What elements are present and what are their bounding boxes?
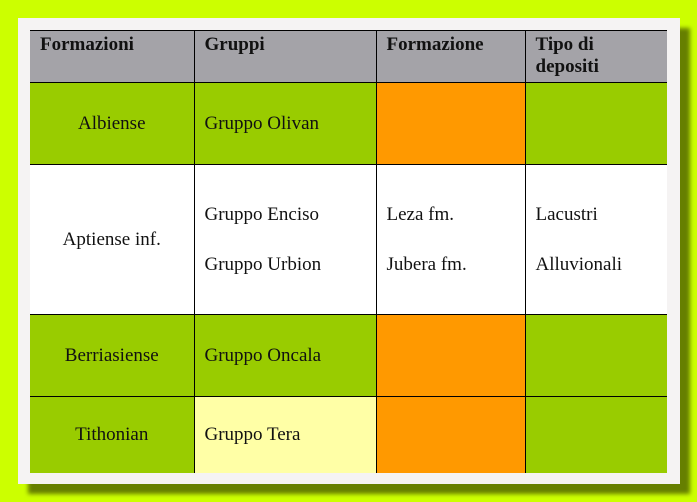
table-row: Berriasiense Gruppo Oncala (30, 314, 667, 397)
cell-depositi: Lacustri Alluvionali (524, 164, 667, 315)
cell-formazioni: Tithonian (30, 396, 195, 473)
cell-formazioni: Albiense (30, 82, 195, 165)
deposito: Alluvionali (535, 254, 623, 275)
table-row: Tithonian Gruppo Tera (30, 396, 667, 473)
cell-formazioni: Berriasiense (30, 314, 195, 397)
header-formazioni: Formazioni (30, 30, 195, 83)
cell-formazioni: Aptiense inf. (30, 164, 195, 315)
header-gruppi: Gruppi (193, 30, 377, 83)
cell-depositi (524, 82, 667, 165)
table-row: Albiense Gruppo Olivan (30, 82, 667, 165)
cell-depositi (524, 396, 667, 473)
cell-depositi (524, 314, 667, 397)
formations-table: Formazioni Gruppi Formazione Tipo di dep… (30, 30, 667, 473)
cell-formazione (375, 314, 526, 397)
deposito: Lacustri (535, 204, 598, 225)
cell-gruppi: Gruppo Tera (193, 396, 377, 473)
gruppo: Gruppo Urbion (204, 254, 322, 275)
cell-gruppi: Gruppo Oncala (193, 314, 377, 397)
header-depositi: Tipo di depositi (524, 30, 667, 83)
header-formazione: Formazione (375, 30, 526, 83)
cell-gruppi: Gruppo Enciso Gruppo Urbion (193, 164, 377, 315)
formazione: Leza fm. (386, 204, 455, 225)
formazione: Jubera fm. (386, 254, 467, 275)
cell-formazione (375, 82, 526, 165)
gruppo: Gruppo Enciso (204, 204, 320, 225)
cell-formazione (375, 396, 526, 473)
cell-formazione: Leza fm. Jubera fm. (375, 164, 526, 315)
header-row: Formazioni Gruppi Formazione Tipo di dep… (30, 30, 667, 83)
cell-gruppi: Gruppo Olivan (193, 82, 377, 165)
table-row: Aptiense inf. Gruppo Enciso Gruppo Urbion… (30, 164, 667, 315)
